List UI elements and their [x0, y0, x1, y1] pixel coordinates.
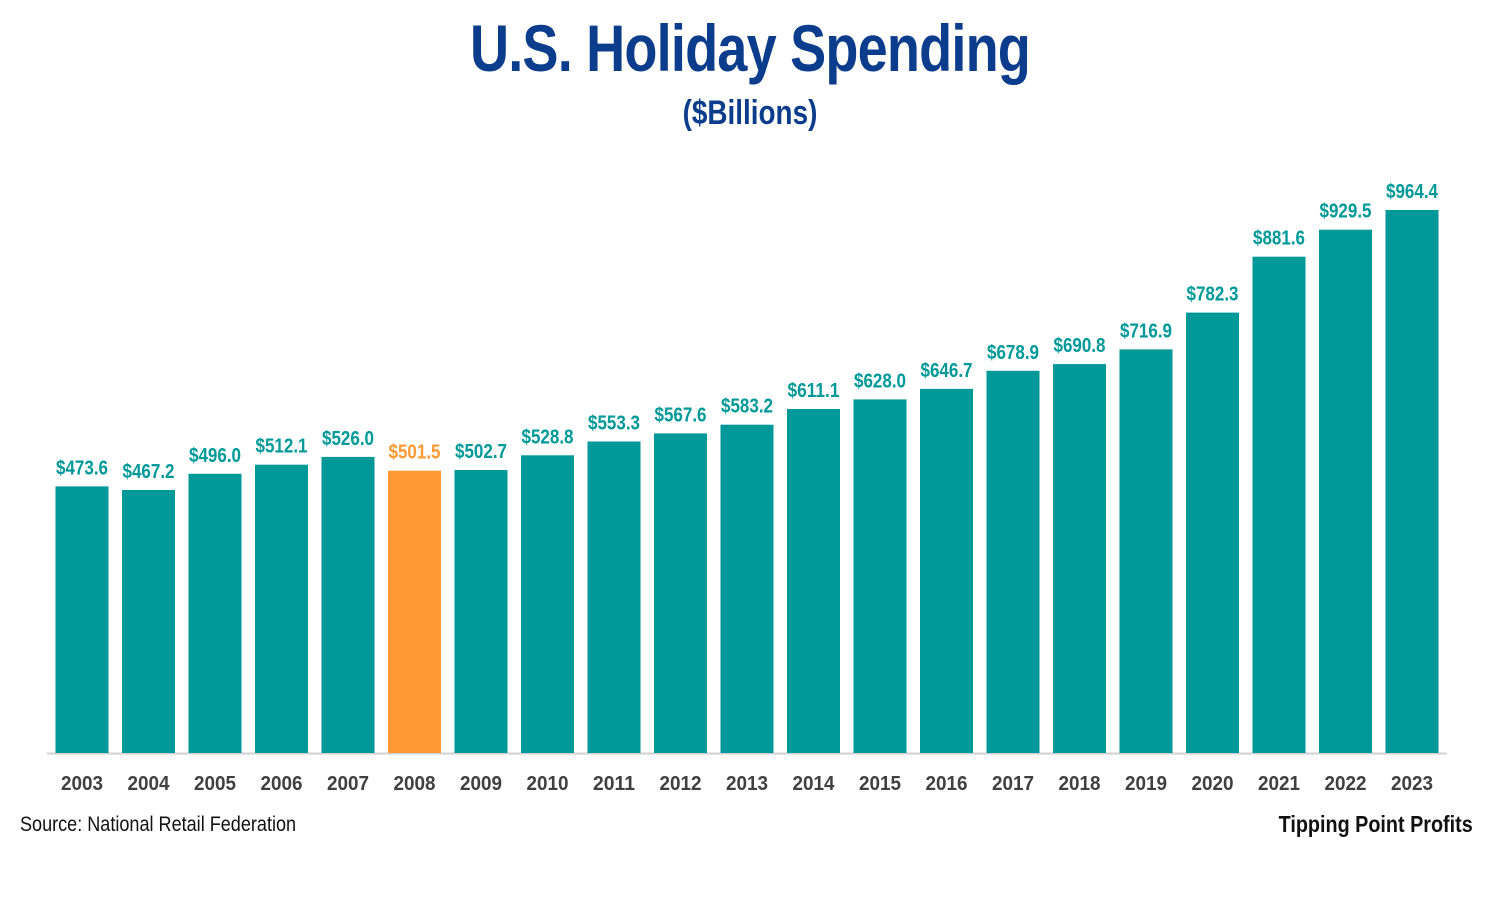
bar-2009	[454, 470, 508, 753]
bar-2013	[720, 424, 774, 753]
data-label-2012: $567.6	[655, 404, 707, 426]
data-label-2021: $881.6	[1253, 228, 1305, 250]
bar-2003	[55, 486, 109, 753]
bar-2021	[1252, 256, 1306, 753]
bar-2015	[853, 399, 907, 753]
brand-label: Tipping Point Profits	[1278, 811, 1473, 837]
data-label-2005: $496.0	[189, 445, 241, 467]
x-tick-2014: 2014	[793, 773, 836, 795]
x-tick-2018: 2018	[1059, 773, 1101, 795]
bar-2020	[1186, 312, 1239, 753]
bar-2005	[188, 473, 242, 753]
data-label-2023: $964.4	[1386, 181, 1439, 203]
data-label-2015: $628.0	[854, 370, 906, 392]
data-label-2009: $502.7	[455, 441, 507, 463]
data-label-2018: $690.8	[1054, 335, 1106, 357]
x-tick-2023: 2023	[1391, 773, 1433, 795]
x-tick-2017: 2017	[992, 773, 1034, 795]
data-label-2022: $929.5	[1320, 201, 1372, 223]
bar-2023	[1385, 210, 1439, 753]
data-label-2020: $782.3	[1187, 284, 1239, 306]
chart-subtitle: ($Billions)	[682, 94, 818, 132]
data-label-2007: $526.0	[322, 428, 374, 450]
x-tick-2015: 2015	[859, 773, 901, 795]
x-tick-2008: 2008	[394, 773, 436, 795]
data-label-2013: $583.2	[721, 396, 773, 418]
bar-2017	[986, 370, 1040, 753]
data-label-2019: $716.9	[1120, 320, 1172, 342]
x-tick-2022: 2022	[1325, 773, 1367, 795]
x-tick-2009: 2009	[460, 773, 502, 795]
data-label-2010: $528.8	[522, 426, 574, 448]
bar-2018	[1053, 364, 1106, 753]
x-tick-2016: 2016	[926, 773, 968, 795]
data-label-2017: $678.9	[987, 342, 1039, 364]
x-tick-2007: 2007	[327, 773, 369, 795]
x-tick-2005: 2005	[194, 773, 236, 795]
x-tick-2020: 2020	[1192, 773, 1234, 795]
bar-2022	[1319, 229, 1372, 753]
bar-2004	[122, 490, 175, 753]
source-note: Source: National Retail Federation	[20, 813, 297, 836]
x-tick-2012: 2012	[660, 773, 702, 795]
bar-2014	[787, 409, 840, 753]
data-label-2006: $512.1	[256, 436, 308, 458]
data-label-2008: $501.5	[389, 442, 441, 464]
bar-2010	[521, 455, 574, 753]
bar-2006	[255, 464, 308, 753]
x-tick-2019: 2019	[1125, 773, 1167, 795]
x-tick-2011: 2011	[593, 773, 635, 795]
bar-2019	[1119, 349, 1173, 753]
x-tick-2004: 2004	[128, 773, 171, 795]
chart-title: U.S. Holiday Spending	[469, 11, 1031, 85]
bar-2011	[587, 441, 641, 753]
data-label-2004: $467.2	[123, 461, 175, 483]
data-label-2014: $611.1	[788, 380, 840, 402]
x-tick-2003: 2003	[61, 773, 103, 795]
x-tick-2013: 2013	[726, 773, 768, 795]
x-tick-2021: 2021	[1258, 773, 1300, 795]
data-label-2003: $473.6	[56, 457, 108, 479]
bar-2008	[388, 470, 441, 753]
bar-2016	[920, 388, 973, 753]
data-label-2016: $646.7	[921, 360, 973, 382]
x-tick-2010: 2010	[527, 773, 569, 795]
x-tick-2006: 2006	[261, 773, 303, 795]
data-label-2011: $553.3	[588, 413, 640, 435]
bar-2012	[654, 433, 707, 753]
bar-2007	[321, 456, 375, 753]
